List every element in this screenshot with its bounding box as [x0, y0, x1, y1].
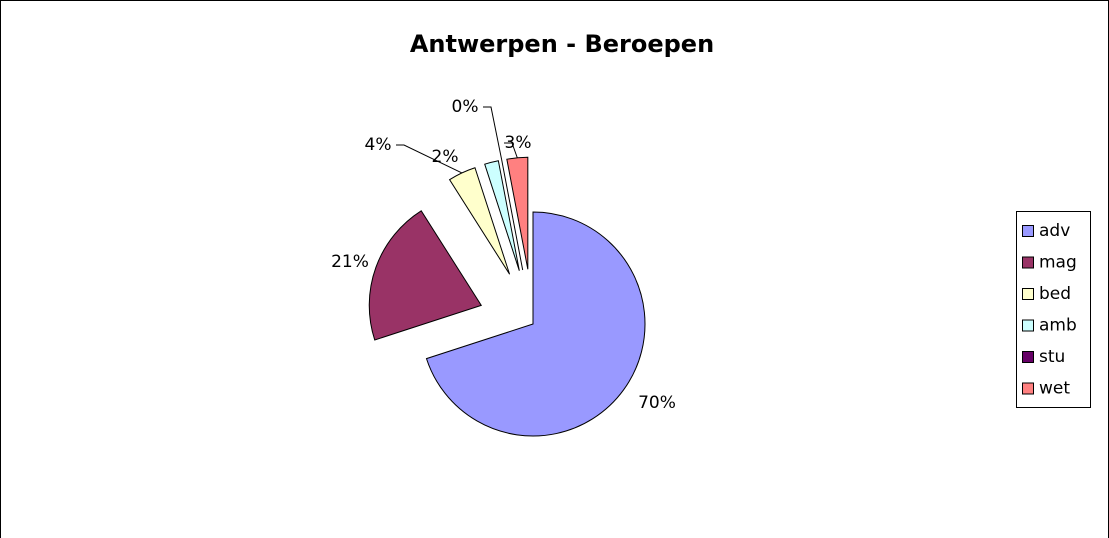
- legend-label: amb: [1039, 316, 1077, 336]
- data-label: 70%: [638, 393, 676, 413]
- pie-slice: [484, 160, 520, 271]
- data-label: 21%: [331, 252, 369, 272]
- legend-swatch: [1022, 256, 1034, 269]
- legend-swatch: [1022, 382, 1034, 395]
- legend-box: [1016, 211, 1091, 408]
- legend-swatch: [1022, 225, 1034, 237]
- data-label: 3%: [505, 133, 532, 153]
- legend-label: adv: [1039, 221, 1070, 241]
- data-label: 2%: [432, 147, 459, 167]
- pie-slice: [448, 167, 511, 275]
- data-label: 0%: [452, 97, 479, 117]
- legend-swatch: [1022, 319, 1034, 332]
- legend-swatch: [1022, 288, 1034, 300]
- leader-line: [483, 106, 503, 161]
- leader-line: [396, 144, 463, 174]
- legend-swatch: [1022, 351, 1034, 363]
- legend-label: wet: [1039, 379, 1070, 399]
- data-label: 4%: [365, 135, 392, 155]
- legend-label: bed: [1039, 284, 1071, 304]
- chart-title: Antwerpen - Beroepen: [410, 30, 714, 58]
- legend-label: stu: [1039, 347, 1065, 367]
- pie-slice: [425, 211, 646, 437]
- legend-label: mag: [1039, 253, 1077, 273]
- pie-slice: [368, 210, 483, 341]
- leader-line: [504, 142, 518, 158]
